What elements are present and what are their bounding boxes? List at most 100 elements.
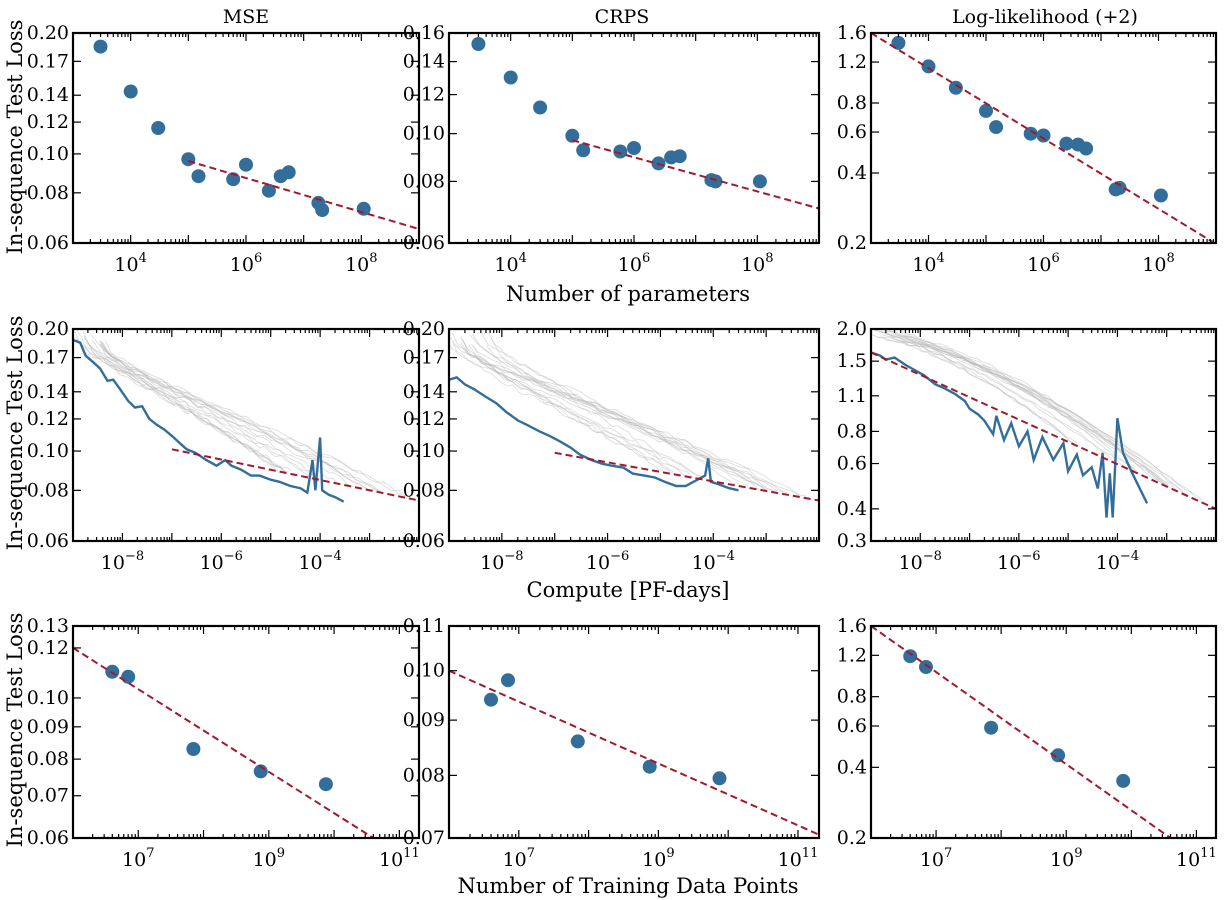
panel-r1c0-ytick-label-6: 0.20 — [27, 318, 69, 340]
panel-r1c1-ytick-label-2: 0.10 — [403, 440, 445, 462]
panel-r0c1-point-5 — [613, 144, 628, 159]
panel-r1c2-trace-curve — [882, 336, 1203, 501]
panel-r2c1-point-3 — [642, 759, 657, 774]
panel-r2c0-xtick-label-1: 109 — [253, 846, 285, 871]
panel-r0c1-ytick-label-1: 0.08 — [403, 170, 445, 192]
panel-r1c0-trace-curve — [101, 340, 324, 482]
panel-r1c1-trace-curve — [471, 333, 773, 492]
panel-r2c2-ytick-label-2: 0.6 — [837, 715, 867, 737]
panel-r0c1-ytick-label-3: 0.12 — [403, 84, 445, 106]
panel-r0c2-xtick-label-2: 108 — [1142, 251, 1174, 276]
panel-r2c1-frame — [447, 624, 821, 840]
panel-r0c0-point-4 — [191, 169, 206, 184]
panel-r2c1-point-2 — [570, 734, 585, 749]
panel-r1c1-xtick-label-0: 10−8 — [480, 549, 523, 574]
panel-r1c1-trace-curve — [490, 338, 703, 478]
panel-r0c2-point-9 — [1079, 141, 1094, 156]
panel-r0c2-ytick-label-5: 1.6 — [837, 22, 867, 44]
panel-r0c1-point-12 — [752, 174, 767, 189]
panel-r1c1-trace-curve — [449, 346, 784, 493]
panel-r1c2: 10−8 10−6 10−4 0.3 0.4 0.6 0.8 1.1 1.5 2.0 — [837, 318, 1218, 574]
panel-r1c0-trace-curve — [102, 342, 286, 474]
panel-r0c2-point-3 — [979, 103, 993, 118]
panel-r0c0-point-2 — [151, 121, 166, 135]
panel-r1c1-trace-curve — [468, 333, 777, 491]
panel-r0c1-point-0 — [471, 37, 486, 51]
panel-r2c0-frame — [71, 624, 421, 840]
panel-r1c2-ytick-label-0: 0.3 — [837, 530, 867, 552]
panel-r1c0-trace-curve — [83, 335, 320, 479]
panel-r1c1-trace-curve — [460, 336, 685, 477]
panel-r2c2-xtick-label-1: 109 — [1050, 846, 1082, 871]
panel-r2c0-ytick-label-2: 0.08 — [27, 748, 69, 770]
panel-r1c0-trace-curve — [91, 339, 279, 472]
panel-r2c2-xtick-label-2: 1011 — [1176, 846, 1217, 871]
panel-r2c1-ytick-label-3: 0.10 — [403, 660, 445, 682]
panel-r2c2: 107 109 1011 0.2 0.4 0.6 0.8 1.2 1.6 — [837, 615, 1218, 871]
panel-r1c2-trace-curve — [877, 336, 1080, 446]
panel-r1c2-xtick-label-1: 10−6 — [997, 549, 1040, 574]
panel-r0c1-ytick-label-4: 0.14 — [403, 51, 445, 73]
panel-r1c0-ytick-label-5: 0.17 — [27, 347, 69, 369]
panel-r1c0-main-curve — [73, 338, 345, 503]
panel-r1c1-trace-curve — [480, 331, 766, 491]
panel-r1c0-trace-curve — [104, 339, 339, 485]
panel-r1c2-frame — [869, 327, 1218, 543]
panel-r0c2-point-4 — [989, 120, 1004, 135]
panel-r0c1-point-9 — [672, 149, 687, 164]
panel-r2c1-point-1 — [501, 673, 515, 688]
panel-r2c0-xtick-label-0: 107 — [122, 846, 154, 871]
panel-r2c1-xtick-label-1: 109 — [642, 846, 674, 871]
panel-r1c2-trace-curve — [880, 330, 1165, 486]
panel-r0c1-point-4 — [576, 143, 591, 158]
panel-r1c1-trace-curve — [451, 332, 706, 479]
panel-r0c0-point-7 — [261, 183, 276, 198]
panel-r0c2-point-7 — [1059, 136, 1074, 151]
panel-r1c2-trace-curve — [880, 330, 1073, 445]
panel-r1c1-trace-curve — [471, 343, 749, 487]
panel-r2c0-fit-line — [73, 647, 374, 838]
panel-r1c2-main-curve — [871, 351, 1149, 518]
panel-r2c1-plot-area — [449, 669, 819, 836]
panel-r1c0-ytick-label-2: 0.10 — [27, 440, 69, 462]
panel-r1c2-trace-curve — [898, 329, 1184, 492]
panel-r1c1-ytick-label-4: 0.14 — [403, 381, 445, 403]
panel-r0c2-point-1 — [921, 59, 936, 74]
panel-r0c2-point-11 — [1112, 180, 1127, 195]
panel-r1c2-trace-curve — [874, 330, 1118, 463]
panel-r2c2-point-3 — [1051, 748, 1066, 763]
panel-r1c2-ytick-label-2: 0.6 — [837, 453, 867, 475]
panel-r2c0-ytick-label-1: 0.07 — [27, 785, 69, 807]
panel-r2c1-xtick-label-0: 107 — [503, 846, 535, 871]
panel-r1c2-trace-curve — [890, 335, 1075, 445]
ylabel-row-1: In-sequence Test Loss — [3, 20, 27, 255]
panel-r0c2-ytick-label-2: 0.6 — [837, 121, 867, 143]
panel-r0c1-ytick-label-5: 0.16 — [403, 22, 445, 44]
panel-r0c2-point-5 — [1023, 126, 1038, 141]
panel-r2c0-ytick-label-6: 0.13 — [27, 615, 69, 637]
panel-r0c0-point-9 — [281, 165, 296, 180]
panel-r2c1-xtick-label-2: 1011 — [778, 846, 819, 871]
panel-r0c0-point-6 — [239, 157, 253, 172]
panel-r2c0: 107 109 1011 0.06 0.07 0.08 0.09 0.10 0.120.13 — [27, 615, 421, 871]
chart-panels: 104 106 1080.060.080.100.120.140.170.20104… — [27, 22, 1218, 871]
panel-r0c0-ytick-label-2: 0.10 — [27, 143, 69, 165]
panel-r2c0-point-1 — [121, 669, 136, 684]
panel-r0c2-xtick-label-1: 106 — [1027, 251, 1059, 276]
x-axis-labels: Number of parameters Compute [PF-days] N… — [457, 282, 798, 898]
panel-r2c1-fit-line — [449, 669, 819, 836]
panel-r0c2-ytick-label-0: 0.2 — [837, 232, 867, 254]
panel-r1c1-xtick-label-2: 10−4 — [692, 549, 735, 574]
panel-r2c2-ytick-label-1: 0.4 — [837, 756, 867, 778]
panel-r1c0-trace-curve — [100, 344, 407, 497]
panel-r0c0-fit-line — [188, 160, 419, 230]
panel-r1c1-trace-curve — [458, 343, 807, 497]
panel-r1c2-xtick-label-2: 10−4 — [1096, 549, 1139, 574]
ylabel-row-2: In-sequence Test Loss — [3, 316, 27, 551]
panel-r1c2-plot-area — [871, 329, 1216, 518]
panel-r0c0-point-1 — [123, 84, 138, 99]
panel-r0c2-fit-line — [871, 33, 1216, 243]
panel-r0c2-point-0 — [891, 35, 906, 50]
panel-r1c0-plot-area — [73, 329, 419, 503]
panel-r0c2-point-2 — [948, 80, 963, 95]
